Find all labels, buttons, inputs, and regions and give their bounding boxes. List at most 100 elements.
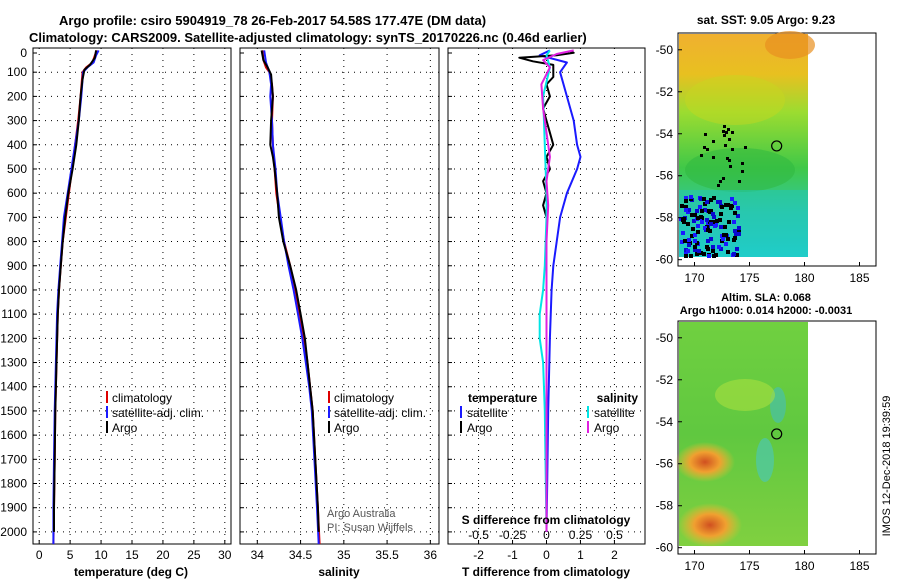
difference-legend: temperature salinity satellite Argo sate… bbox=[460, 391, 638, 435]
map-x-tick-label: 185 bbox=[849, 559, 869, 573]
credit-pi: PI: Susan Wijffels bbox=[327, 522, 413, 534]
depth-tick-label: 1700 bbox=[0, 452, 27, 466]
sst-cloud-pixel bbox=[703, 208, 707, 212]
sst-transition-patch bbox=[685, 75, 785, 125]
sst-cloud-pixel bbox=[734, 232, 738, 236]
sst-cloud-pixel bbox=[711, 212, 715, 216]
depth-tick-label: 600 bbox=[7, 186, 27, 200]
sst-cloud-pixel bbox=[700, 220, 704, 224]
legend-label-temp-satellite: satellite bbox=[467, 406, 508, 420]
x-tick-label: 0 bbox=[36, 548, 43, 562]
sst-cloud-pixel bbox=[696, 216, 700, 220]
sst-x-ticks: 170 175 180 185 bbox=[684, 262, 870, 285]
x-tick-label: 10 bbox=[94, 548, 108, 562]
sst-cloud-pixel bbox=[736, 214, 740, 218]
sst-cloud-pixel bbox=[741, 162, 744, 165]
sdiff-tick-label: -0.25 bbox=[499, 528, 527, 542]
depth-tick-label: 1100 bbox=[1, 307, 27, 321]
temperature-legend: climatology satellite-adj. clim. Argo bbox=[106, 391, 204, 435]
sst-cloud-pixel bbox=[712, 140, 715, 143]
sst-cloud-pixel bbox=[690, 213, 694, 217]
map-x-tick-label: 185 bbox=[849, 271, 869, 285]
sst-cloud-pixel bbox=[733, 211, 737, 215]
sst-cloud-pixel bbox=[692, 219, 696, 223]
sst-cloud-pixel bbox=[706, 148, 709, 151]
map-x-tick-label: 170 bbox=[684, 271, 704, 285]
sst-map-field bbox=[679, 31, 815, 258]
sst-cloud-pixel bbox=[744, 146, 747, 149]
sst-cloud-pixel bbox=[709, 237, 713, 241]
sst-cloud-pixel bbox=[686, 222, 690, 226]
sst-cloud-pixel bbox=[706, 247, 710, 251]
series-line-temperature-satellite bbox=[538, 49, 582, 532]
sst-cloud-pixel bbox=[705, 200, 709, 204]
temperature-xlabel: temperature (deg C) bbox=[74, 565, 188, 579]
sst-cloud-pixel bbox=[693, 245, 697, 249]
sst-cloud-pixel bbox=[728, 138, 731, 141]
sst-cloud-pixel bbox=[693, 213, 697, 217]
map-y-tick-label: -52 bbox=[656, 373, 674, 387]
sst-cloud-pixel bbox=[684, 199, 688, 203]
sst-cloud-pixel bbox=[725, 131, 728, 134]
sst-cloud-pixel bbox=[715, 219, 719, 223]
sst-cloud-pixel bbox=[711, 245, 715, 249]
x-tick-label: 15 bbox=[125, 548, 139, 562]
x-tick-label: 35.5 bbox=[375, 548, 399, 562]
difference-x-ticks: -2 -1 0 1 2 bbox=[473, 540, 618, 562]
depth-tick-label: 100 bbox=[7, 65, 27, 79]
map-y-tick-label: -58 bbox=[656, 211, 674, 225]
sdiff-tick-label: 0 bbox=[543, 528, 550, 542]
legend-label-argo: Argo bbox=[112, 421, 138, 435]
depth-axis-ticks: 0 100 200 300 400 500 600 700 800 900 1000 1100 1200… bbox=[0, 46, 452, 539]
legend-label-temp-argo: Argo bbox=[467, 421, 493, 435]
sst-cloud-pixel bbox=[707, 254, 711, 258]
sst-cloud-pixel bbox=[726, 250, 730, 254]
sst-cloud-pixel bbox=[698, 205, 702, 209]
sst-cloud-pixel bbox=[730, 197, 734, 201]
sst-cloud-pixel bbox=[703, 226, 707, 230]
legend-title-temperature: temperature bbox=[468, 391, 538, 405]
map-y-tick-label: -52 bbox=[656, 85, 674, 99]
sst-cloud-pixel bbox=[684, 196, 688, 200]
sst-cloud-pixel bbox=[696, 230, 700, 234]
salinity-difference-ticks: -0.5 -0.25 0 0.25 0.5 bbox=[468, 528, 623, 542]
series-line-argo bbox=[260, 50, 320, 532]
sla-cool-eddy bbox=[756, 438, 774, 482]
sst-cloud-pixel bbox=[724, 144, 727, 147]
sst-cloud-pixel bbox=[714, 223, 718, 227]
sst-cloud-pixel bbox=[727, 128, 730, 131]
sst-cloud-pixel bbox=[680, 240, 684, 244]
difference-sublabel: S difference from climatology bbox=[462, 513, 631, 527]
sst-cloud-pixel bbox=[712, 156, 715, 159]
sst-warm-patch bbox=[765, 31, 815, 59]
x-tick-label: 25 bbox=[187, 548, 201, 562]
sst-cloud-pixel bbox=[689, 195, 693, 199]
sst-cloud-pixel bbox=[741, 170, 744, 173]
legend-label-satellite: satellite-adj. clim. bbox=[334, 406, 426, 420]
x-tick-label: 2 bbox=[611, 548, 618, 562]
legend-label-argo: Argo bbox=[334, 421, 360, 435]
sst-cloud-pixel bbox=[720, 205, 724, 209]
sst-cloud-pixel bbox=[689, 254, 693, 258]
depth-tick-label: 2000 bbox=[0, 525, 27, 539]
sst-cloud-pixel bbox=[736, 206, 740, 210]
sst-cloud-pixel bbox=[731, 148, 734, 151]
sla-warm-eddy bbox=[675, 442, 735, 482]
x-tick-label: 0 bbox=[543, 548, 550, 562]
x-tick-label: 35 bbox=[337, 548, 351, 562]
sst-cloud-pixel bbox=[690, 234, 694, 238]
sst-cloud-pixel bbox=[712, 215, 716, 219]
map-y-tick-label: -50 bbox=[656, 331, 674, 345]
map-x-tick-label: 180 bbox=[794, 271, 814, 285]
depth-tick-label: 700 bbox=[7, 210, 27, 224]
map-y-tick-label: -56 bbox=[656, 169, 674, 183]
sst-cloud-pixel bbox=[695, 252, 699, 256]
x-tick-label: 1 bbox=[577, 548, 584, 562]
sst-cloud-pixel bbox=[735, 247, 739, 251]
sst-cloud-pixel bbox=[693, 233, 697, 237]
sst-cloud-pixel bbox=[702, 252, 706, 256]
sla-map-field bbox=[675, 322, 808, 547]
sst-cloud-pixel bbox=[681, 218, 685, 222]
credit-org: Argo Australia bbox=[327, 508, 396, 520]
